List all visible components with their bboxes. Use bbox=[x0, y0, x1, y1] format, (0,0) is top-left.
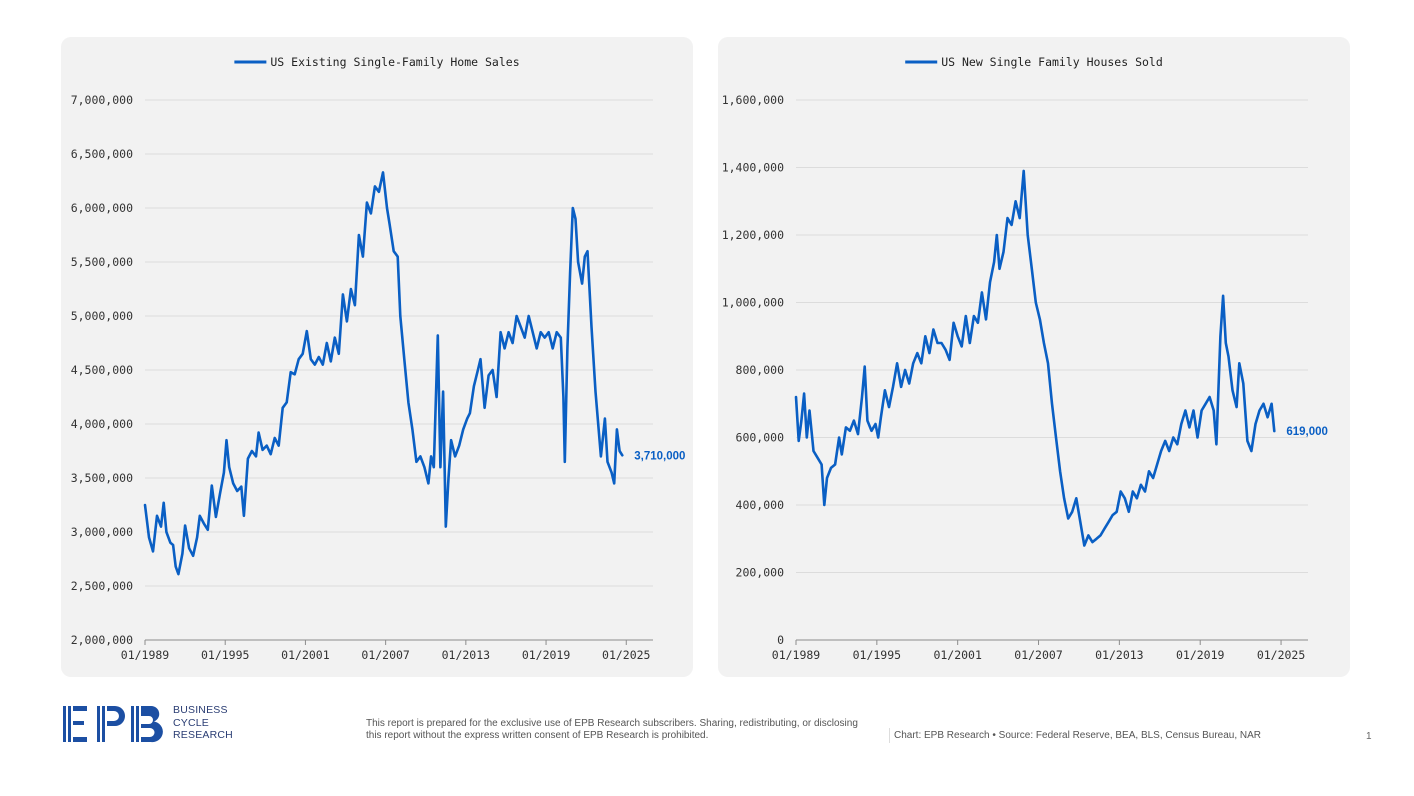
y-tick-label: 5,500,000 bbox=[71, 255, 133, 269]
x-tick-label: 01/2013 bbox=[1095, 648, 1144, 662]
series-line bbox=[794, 169, 1276, 547]
page-number: 1 bbox=[1366, 731, 1372, 742]
legend-label: US New Single Family Houses Sold bbox=[941, 55, 1163, 69]
y-tick-label: 7,000,000 bbox=[71, 93, 133, 107]
logo-line-research: RESEARCH bbox=[173, 729, 233, 741]
series-line bbox=[143, 171, 624, 576]
last-value-label: 619,000 bbox=[1286, 426, 1328, 438]
x-tick-label: 01/2001 bbox=[281, 648, 330, 662]
logo-line-business: BUSINESS bbox=[173, 704, 228, 716]
y-tick-label: 4,500,000 bbox=[71, 363, 133, 377]
x-tick-label: 01/2025 bbox=[1257, 648, 1305, 662]
x-tick-label: 01/2025 bbox=[602, 648, 650, 662]
x-tick-label: 01/2013 bbox=[442, 648, 491, 662]
chart-legend: US New Single Family Houses Sold bbox=[905, 55, 1163, 69]
existing-home-sales-chart: 2,000,000 2,500,000 3,000,000 3,500,000 4,00… bbox=[71, 55, 686, 662]
last-value-label: 3,710,000 bbox=[634, 450, 685, 462]
y-tick-label: 1,600,000 bbox=[722, 93, 784, 107]
y-tick-label: 800,000 bbox=[736, 363, 785, 377]
x-tick-label: 01/2019 bbox=[522, 648, 571, 662]
legend-label: US Existing Single-Family Home Sales bbox=[270, 55, 519, 69]
disclaimer-text: This report is prepared for the exclusiv… bbox=[366, 718, 858, 741]
y-tick-label: 2,500,000 bbox=[71, 579, 133, 593]
x-tick-label: 01/1995 bbox=[201, 648, 249, 662]
y-tick-label: 400,000 bbox=[736, 498, 785, 512]
x-tick-label: 01/2007 bbox=[361, 648, 410, 662]
y-tick-label: 3,500,000 bbox=[71, 471, 133, 485]
epb-logo bbox=[63, 705, 163, 743]
x-tick-label: 01/2019 bbox=[1176, 648, 1225, 662]
source-note: Chart: EPB Research • Source: Federal Re… bbox=[889, 728, 1265, 743]
new-houses-sold-panel: 0 200,000 400,000 600,000 800,000 1,000,000 1,… bbox=[718, 37, 1350, 677]
x-tick-label: 01/1989 bbox=[121, 648, 170, 662]
y-tick-label: 1,000,000 bbox=[722, 296, 784, 310]
x-tick-label: 01/1995 bbox=[853, 648, 901, 662]
y-tick-label: 4,000,000 bbox=[71, 417, 133, 431]
y-tick-label: 5,000,000 bbox=[71, 309, 133, 323]
chart-legend: US Existing Single-Family Home Sales bbox=[234, 55, 520, 69]
y-tick-label: 1,200,000 bbox=[722, 228, 784, 242]
y-tick-label: 600,000 bbox=[736, 431, 785, 445]
new-houses-sold-chart: 0 200,000 400,000 600,000 800,000 1,000,000 1,… bbox=[722, 55, 1328, 662]
x-tick-label: 01/2007 bbox=[1014, 648, 1063, 662]
logo-line-cycle: CYCLE bbox=[173, 716, 210, 729]
x-tick-label: 01/1989 bbox=[772, 648, 821, 662]
y-tick-label: 6,000,000 bbox=[71, 201, 133, 215]
y-tick-label: 1,400,000 bbox=[722, 161, 784, 175]
logo-wordmark: BUSINESS CYCLE RESEARCH bbox=[173, 704, 233, 742]
y-tick-label: 6,500,000 bbox=[71, 147, 133, 161]
x-tick-label: 01/2001 bbox=[933, 648, 982, 662]
y-tick-label: 200,000 bbox=[736, 566, 785, 580]
logo-bars bbox=[63, 705, 163, 743]
existing-home-sales-panel: 2,000,000 2,500,000 3,000,000 3,500,000 4,00… bbox=[61, 37, 693, 677]
y-tick-label: 3,000,000 bbox=[71, 525, 133, 539]
y-tick-label: 2,000,000 bbox=[71, 633, 133, 647]
y-tick-label: 0 bbox=[777, 633, 784, 647]
